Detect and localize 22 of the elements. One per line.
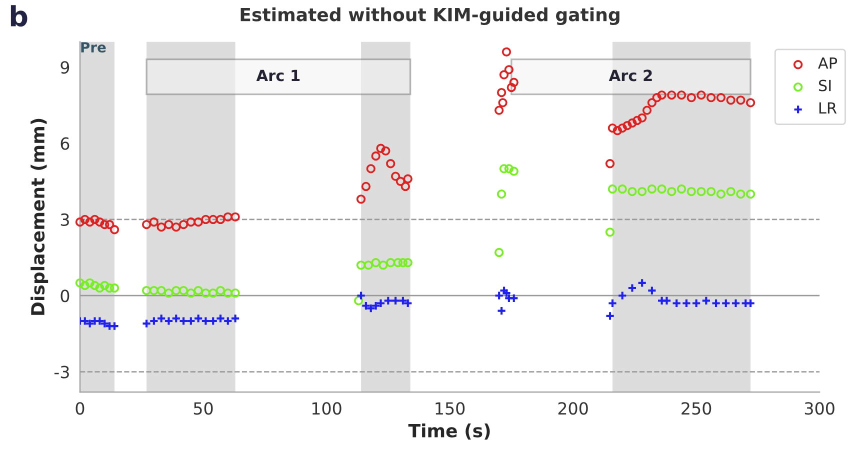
legend-label: AP [818,58,838,69]
x-tick-label: 200 [558,402,588,415]
band-label: Arc 2 [608,70,652,82]
y-tick-label: 0 [60,290,70,302]
legend-label: SI [818,80,831,92]
legend-label: LR [819,102,837,114]
y-axis-title: Displacement (mm) [30,118,48,315]
x-tick-label: 300 [804,402,834,415]
y-tick-label: 3 [60,213,69,226]
chart-title: Estimated without KIM-guided gating [240,7,620,26]
band-label: Arc 1 [256,70,300,82]
x-axis-title: Time (s) [408,423,490,440]
x-tick-label: 150 [436,402,465,415]
text: b [10,5,28,27]
x-tick-label: 250 [682,402,712,415]
x-tick-label: 100 [312,402,342,415]
band-label: Pre [81,42,106,53]
x-tick-label: 0 [76,402,84,415]
y-tick-label: -3 [54,366,69,378]
y-tick-label: 6 [60,137,70,150]
x-tick-label: 50 [194,402,213,415]
y-tick-label: 9 [60,61,70,74]
